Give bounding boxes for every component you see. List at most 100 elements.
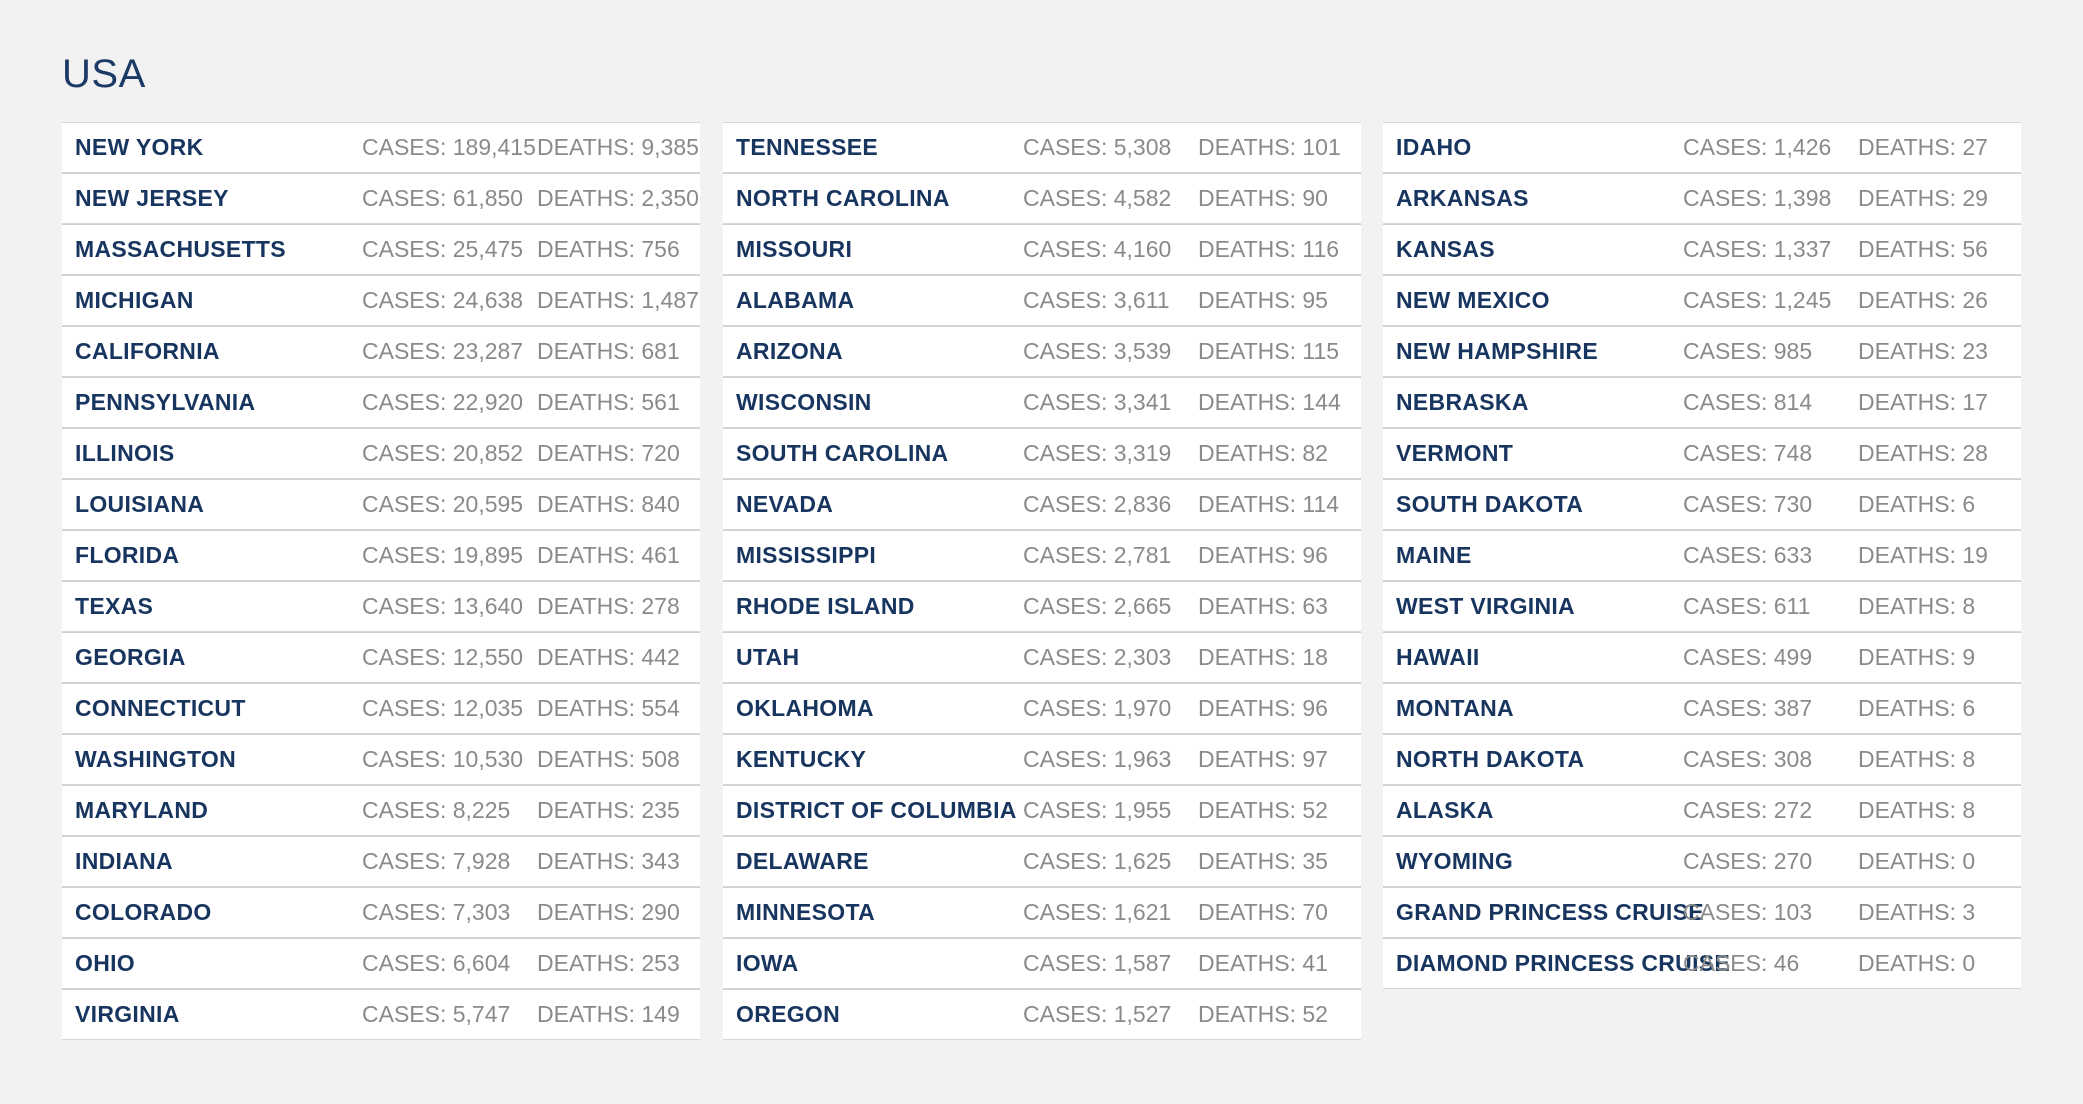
deaths-value: DEATHS: 0	[1858, 848, 1976, 874]
deaths-value: DEATHS: 681	[537, 338, 680, 364]
deaths-value: DEATHS: 115	[1198, 338, 1340, 364]
state-name: NORTH DAKOTA	[1396, 746, 1585, 772]
cases-value: CASES: 3,611	[1023, 287, 1170, 313]
cases-value: CASES: 985	[1683, 338, 1813, 364]
deaths-value: DEATHS: 56	[1858, 236, 1988, 262]
table-row: NORTH CAROLINA CASES: 4,582 DEATHS: 90	[723, 173, 1361, 224]
table-row: DELAWARE CASES: 1,625 DEATHS: 35	[723, 836, 1361, 887]
cases-value: CASES: 23,287	[362, 338, 524, 364]
table-row: DISTRICT OF COLUMBIA CASES: 1,955 DEATHS: …	[723, 785, 1361, 836]
table-row: MICHIGAN CASES: 24,638 DEATHS: 1,487	[62, 275, 700, 326]
cases-value: CASES: 12,550	[362, 644, 524, 670]
state-name: NEW HAMPSHIRE	[1396, 338, 1598, 364]
deaths-value: DEATHS: 52	[1198, 797, 1328, 823]
table-row: MINNESOTA CASES: 1,621 DEATHS: 70	[723, 887, 1361, 938]
state-name: ILLINOIS	[75, 440, 175, 466]
table-row: ARIZONA CASES: 3,539 DEATHS: 115	[723, 326, 1361, 377]
deaths-value: DEATHS: 2,350	[537, 185, 699, 211]
state-name: PENNSYLVANIA	[75, 389, 256, 415]
cases-value: CASES: 1,245	[1683, 287, 1832, 313]
state-name: CONNECTICUT	[75, 695, 246, 721]
deaths-value: DEATHS: 720	[537, 440, 680, 466]
cases-value: CASES: 20,595	[362, 491, 524, 517]
state-name: MONTANA	[1396, 695, 1514, 721]
cases-value: CASES: 1,426	[1683, 134, 1832, 160]
cases-value: CASES: 270	[1683, 848, 1813, 874]
table-row: NEBRASKA CASES: 814 DEATHS: 17	[1383, 377, 2021, 428]
cases-value: CASES: 3,341	[1023, 389, 1172, 415]
table-row: MARYLAND CASES: 8,225 DEATHS: 235	[62, 785, 700, 836]
deaths-value: DEATHS: 253	[537, 950, 680, 976]
table-row: SOUTH CAROLINA CASES: 3,319 DEATHS: 82	[723, 428, 1361, 479]
table-row: NEW JERSEY CASES: 61,850 DEATHS: 2,350	[62, 173, 700, 224]
cases-value: CASES: 4,582	[1023, 185, 1172, 211]
cases-value: CASES: 6,604	[362, 950, 511, 976]
cases-value: CASES: 3,319	[1023, 440, 1172, 466]
deaths-value: DEATHS: 508	[537, 746, 680, 772]
state-name: WASHINGTON	[75, 746, 237, 772]
deaths-value: DEATHS: 3	[1858, 899, 1976, 925]
table-row: SOUTH DAKOTA CASES: 730 DEATHS: 6	[1383, 479, 2021, 530]
state-name: HAWAII	[1396, 644, 1480, 670]
state-name: DISTRICT OF COLUMBIA	[736, 797, 1017, 823]
state-name: NEW MEXICO	[1396, 287, 1550, 313]
deaths-value: DEATHS: 26	[1858, 287, 1988, 313]
cases-value: CASES: 1,963	[1023, 746, 1172, 772]
state-name: VIRGINIA	[75, 1001, 180, 1027]
deaths-value: DEATHS: 1,487	[537, 287, 699, 313]
cases-value: CASES: 2,665	[1023, 593, 1172, 619]
state-name: MICHIGAN	[75, 287, 194, 313]
cases-value: CASES: 19,895	[362, 542, 524, 568]
cases-value: CASES: 4,160	[1023, 236, 1172, 262]
deaths-value: DEATHS: 90	[1198, 185, 1328, 211]
table-row: GRAND PRINCESS CRUISE CASES: 103 DEATHS: 3	[1383, 887, 2021, 938]
state-name: IDAHO	[1396, 134, 1472, 160]
deaths-value: DEATHS: 52	[1198, 1001, 1328, 1027]
state-name: VERMONT	[1396, 440, 1514, 466]
state-name: TEXAS	[75, 593, 154, 619]
cases-value: CASES: 387	[1683, 695, 1813, 721]
state-name: UTAH	[736, 644, 800, 670]
cases-value: CASES: 20,852	[362, 440, 524, 466]
table-row: MASSACHUSETTS CASES: 25,475 DEATHS: 756	[62, 224, 700, 275]
table-row: WEST VIRGINIA CASES: 611 DEATHS: 8	[1383, 581, 2021, 632]
state-name: NEW YORK	[75, 134, 204, 160]
table-row: COLORADO CASES: 7,303 DEATHS: 290	[62, 887, 700, 938]
cases-value: CASES: 499	[1683, 644, 1813, 670]
state-name: DIAMOND PRINCESS CRUISE	[1396, 950, 1731, 976]
state-name: COLORADO	[75, 899, 212, 925]
deaths-value: DEATHS: 442	[537, 644, 680, 670]
table-row: RHODE ISLAND CASES: 2,665 DEATHS: 63	[723, 581, 1361, 632]
deaths-value: DEATHS: 97	[1198, 746, 1328, 772]
cases-value: CASES: 10,530	[362, 746, 524, 772]
deaths-value: DEATHS: 101	[1198, 134, 1341, 160]
table-row: DIAMOND PRINCESS CRUISE CASES: 46 DEATHS: …	[1383, 938, 2021, 989]
deaths-value: DEATHS: 8	[1858, 593, 1976, 619]
state-name: WEST VIRGINIA	[1396, 593, 1575, 619]
deaths-value: DEATHS: 63	[1198, 593, 1328, 619]
cases-value: CASES: 13,640	[362, 593, 524, 619]
state-name: MISSOURI	[736, 236, 853, 262]
stats-column-3: IDAHO CASES: 1,426 DEATHS: 27 ARKANSAS CASES…	[1383, 122, 2021, 989]
table-row: NEW HAMPSHIRE CASES: 985 DEATHS: 23	[1383, 326, 2021, 377]
cases-value: CASES: 748	[1683, 440, 1813, 466]
deaths-value: DEATHS: 6	[1858, 491, 1976, 517]
state-name: NEW JERSEY	[75, 185, 229, 211]
table-row: MAINE CASES: 633 DEATHS: 19	[1383, 530, 2021, 581]
state-name: MAINE	[1396, 542, 1472, 568]
deaths-value: DEATHS: 82	[1198, 440, 1328, 466]
table-row: LOUISIANA CASES: 20,595 DEATHS: 840	[62, 479, 700, 530]
table-row: MISSISSIPPI CASES: 2,781 DEATHS: 96	[723, 530, 1361, 581]
cases-value: CASES: 189,415	[362, 134, 536, 160]
deaths-value: DEATHS: 0	[1858, 950, 1976, 976]
cases-value: CASES: 730	[1683, 491, 1813, 517]
state-name: OREGON	[736, 1001, 841, 1027]
table-row: OREGON CASES: 1,527 DEATHS: 52	[723, 989, 1361, 1040]
table-row: VERMONT CASES: 748 DEATHS: 28	[1383, 428, 2021, 479]
deaths-value: DEATHS: 95	[1198, 287, 1328, 313]
stats-column-2: TENNESSEE CASES: 5,308 DEATHS: 101 NORTH CA…	[723, 122, 1361, 1040]
table-row: TEXAS CASES: 13,640 DEATHS: 278	[62, 581, 700, 632]
cases-value: CASES: 7,303	[362, 899, 511, 925]
state-name: OHIO	[75, 950, 135, 976]
state-name: CALIFORNIA	[75, 338, 220, 364]
